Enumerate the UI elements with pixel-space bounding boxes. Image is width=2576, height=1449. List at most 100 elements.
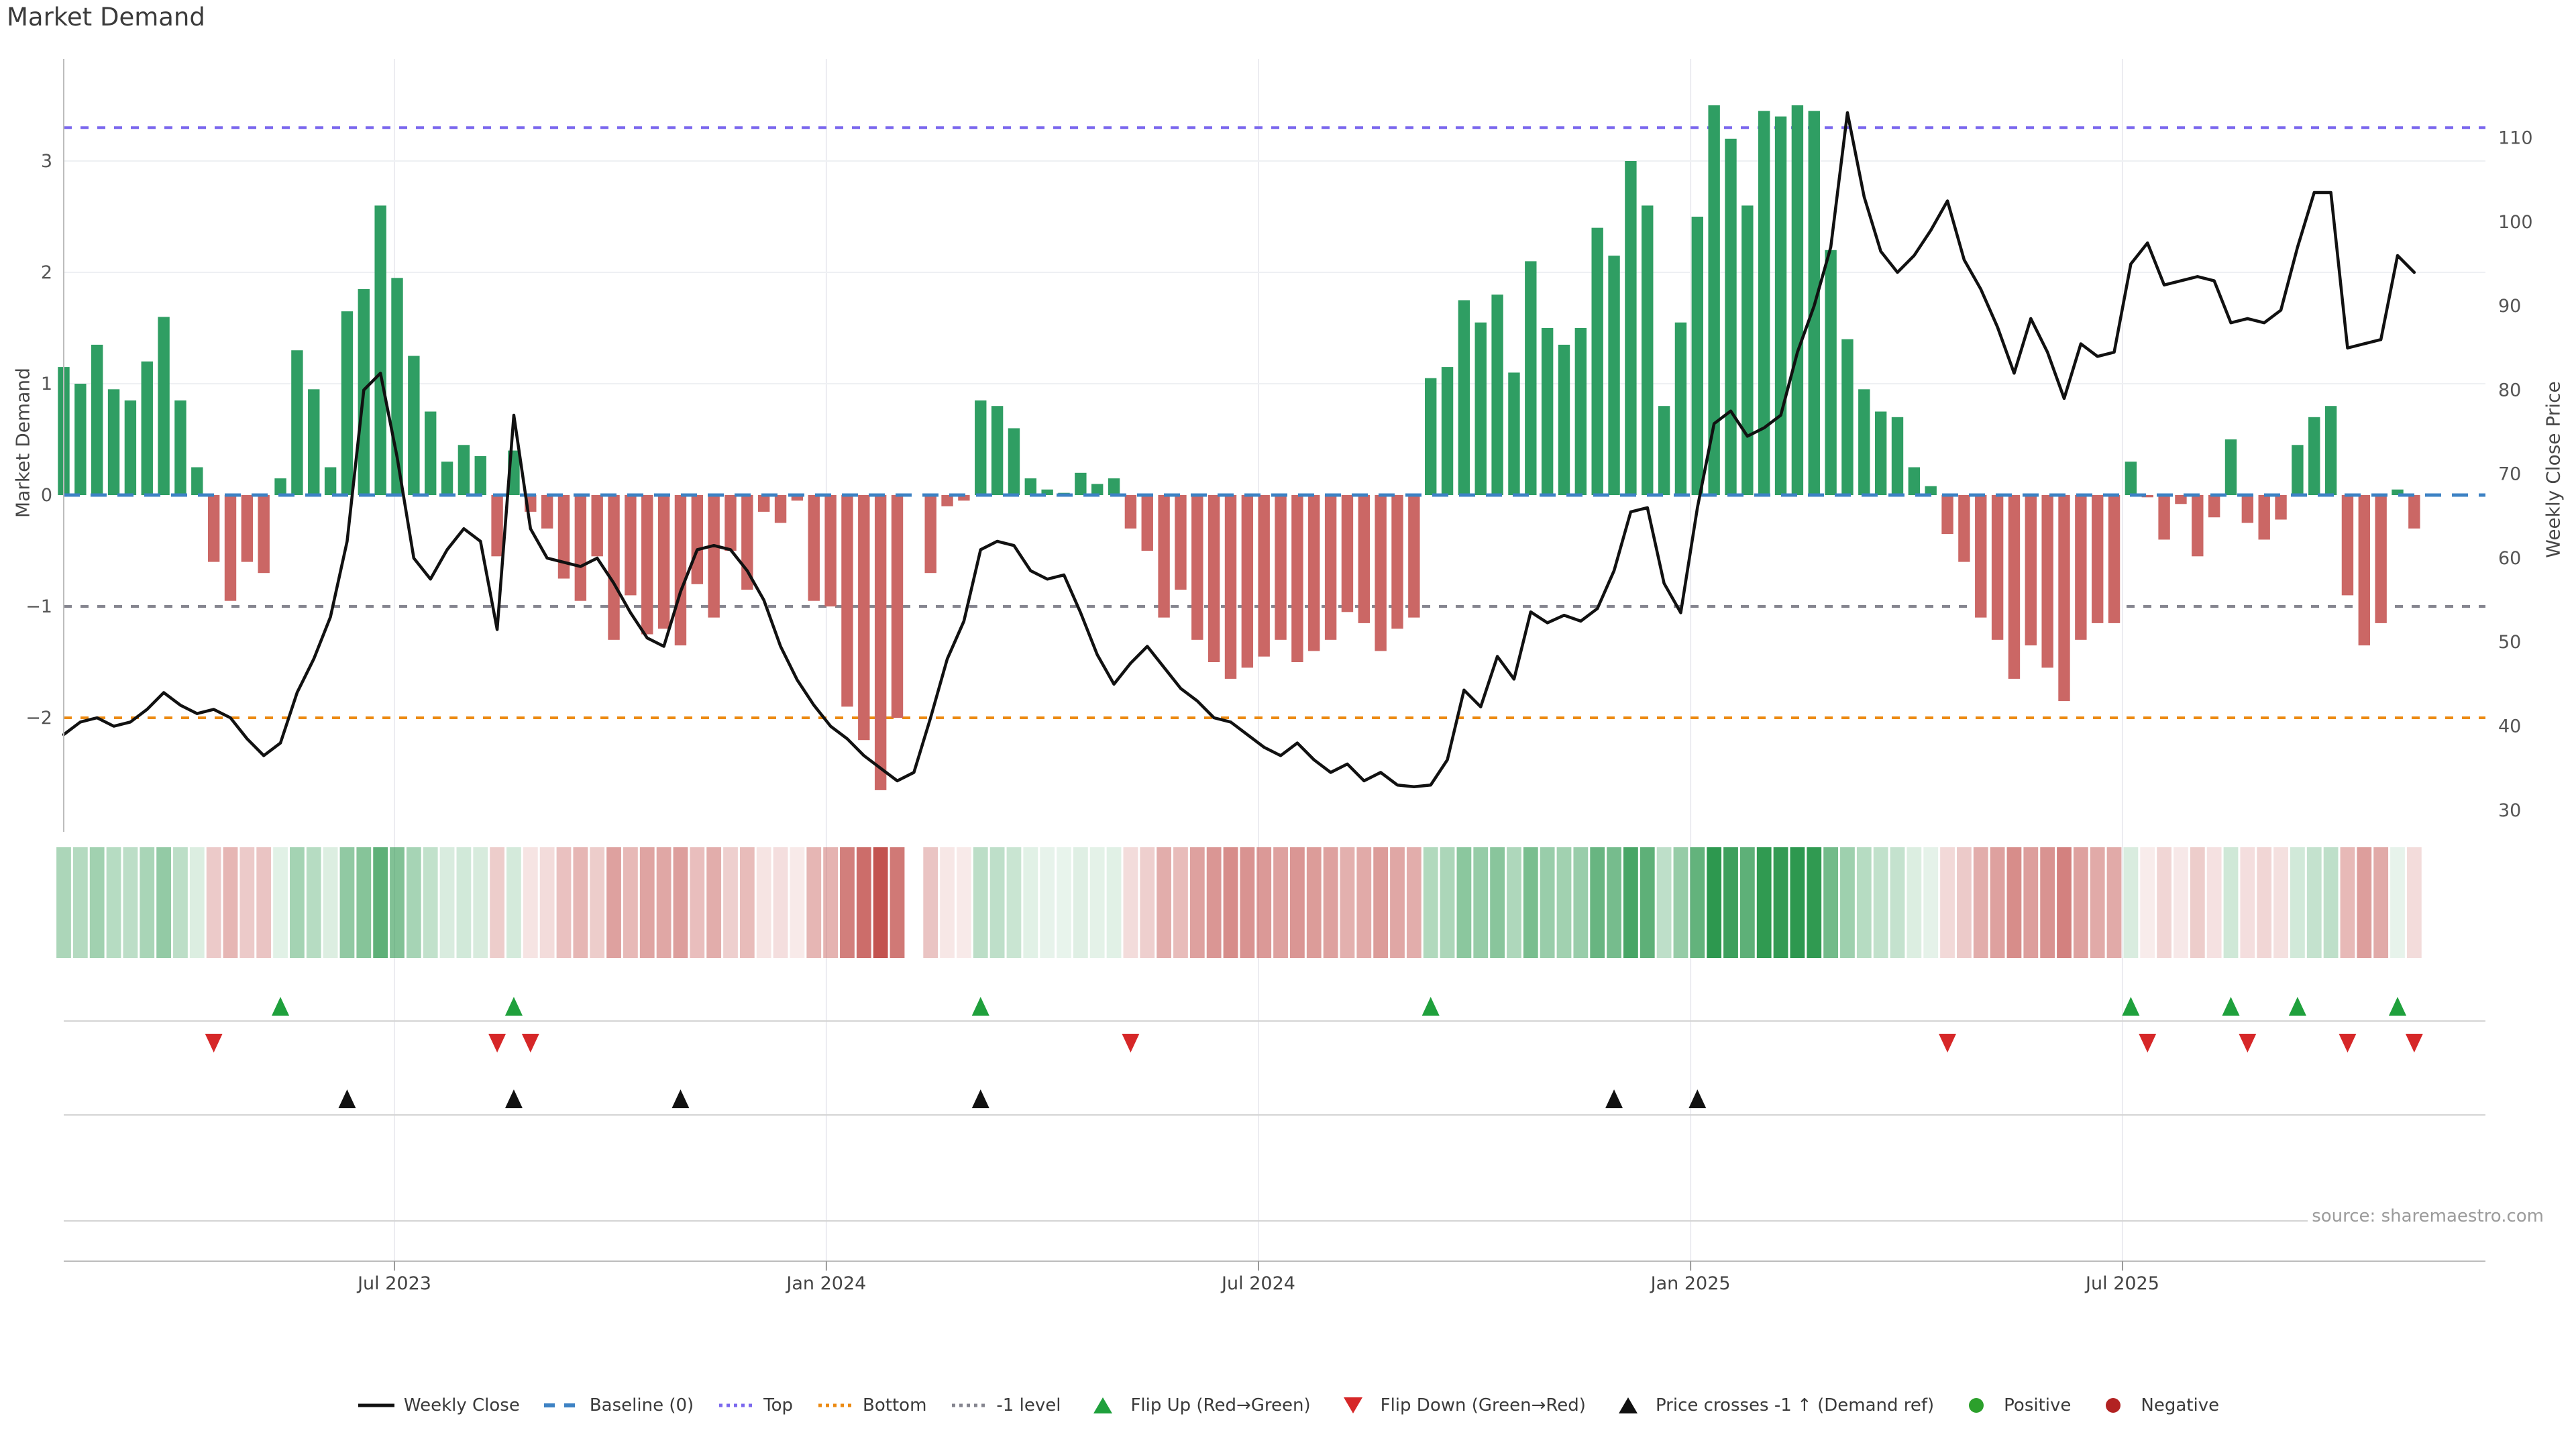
legend-item-label: Flip Up (Red→Green)	[1130, 1395, 1311, 1415]
heatmap-cell	[1907, 847, 1922, 958]
demand-bar-negative	[824, 495, 837, 606]
legend-weekly-close[interactable]: Weekly Close	[357, 1395, 520, 1415]
heatmap-cell	[989, 847, 1005, 958]
heatmap-cell	[72, 847, 88, 958]
demand-bar-negative	[708, 495, 720, 618]
demand-bar-positive	[2125, 462, 2137, 495]
heatmap-cell	[2306, 847, 2322, 958]
dots-swatch-icon	[818, 1403, 853, 1407]
legend-baseline[interactable]: Baseline (0)	[543, 1395, 694, 1415]
heatmap-cell	[1690, 847, 1705, 958]
demand-bar-positive	[474, 455, 486, 495]
heatmap-cell	[2190, 847, 2205, 958]
heatmap-cell	[1623, 847, 1638, 958]
legend-price-cross[interactable]: Price crosses -1 ↑ (Demand ref)	[1609, 1395, 1934, 1415]
chart-canvas: 3 2 1 0 −1 −2 110 100 90 80 70 60 50 40 30 Jul 2023 Jan …	[25, 59, 2533, 1294]
heatmap-cell	[273, 847, 288, 958]
heatmap-cell	[840, 847, 855, 958]
legend-top[interactable]: Top	[716, 1395, 793, 1415]
legend-bottom[interactable]: Bottom	[816, 1395, 926, 1415]
heatmap-cell	[1990, 847, 2005, 958]
demand-bar-positive	[1825, 250, 1837, 495]
heatmap-cell	[1973, 847, 1988, 958]
demand-bar-positive	[291, 350, 303, 495]
heatmap-cell	[1189, 847, 1205, 958]
heatmap-cell	[156, 847, 171, 958]
heatmap-cell	[739, 847, 755, 958]
demand-bar-positive	[191, 467, 203, 495]
demand-bar-negative	[1124, 495, 1137, 529]
demand-bar-positive	[2292, 445, 2304, 495]
heatmap-cell	[1123, 847, 1138, 958]
legend-positive[interactable]: Positive	[1957, 1395, 2071, 1415]
price-cross-marker	[338, 1089, 356, 1108]
source-credit: source: sharemaestro.com	[2308, 1206, 2548, 1226]
heatmap-cell	[1323, 847, 1338, 958]
heatmap-cell	[973, 847, 988, 958]
demand-bar-positive	[1874, 411, 1887, 495]
legend-item-label: Price crosses -1 ↑ (Demand ref)	[1655, 1395, 1935, 1415]
legend-item-label: Top	[763, 1395, 794, 1415]
demand-bar-negative	[2341, 495, 2354, 596]
demand-bar-positive	[1041, 489, 1053, 495]
heatmap-cell	[856, 847, 871, 958]
demand-bar-positive	[1075, 472, 1087, 495]
right-axis-tick-label: 80	[2498, 380, 2521, 400]
heatmap-cell	[1390, 847, 1405, 958]
heatmap-cell	[639, 847, 655, 958]
heatmap-cell	[1957, 847, 1972, 958]
demand-bar-negative	[1224, 495, 1237, 679]
heatmap-cell	[1206, 847, 1222, 958]
heatmap-cell	[1440, 847, 1455, 958]
demand-bar-negative	[491, 495, 503, 557]
demand-bar-negative	[1175, 495, 1187, 590]
heatmap-cell	[1423, 847, 1438, 958]
heatmap-cell	[723, 847, 738, 958]
heatmap-cell	[823, 847, 838, 958]
demand-bar-negative	[758, 495, 770, 512]
heatmap-cell	[573, 847, 588, 958]
left-axis-tick-label: −2	[25, 708, 52, 729]
heatmap-cell	[623, 847, 638, 958]
demand-bar-positive	[1441, 367, 1454, 495]
demand-bar-positive	[341, 311, 354, 495]
heatmap-cell	[1923, 847, 1939, 958]
flip-down-marker	[1122, 1034, 1140, 1053]
heatmap-cell	[1240, 847, 1255, 958]
heatmap-cell	[2357, 847, 2372, 958]
legend-flip-down[interactable]: Flip Down (Green→Red)	[1334, 1395, 1586, 1415]
legend: Weekly Close Baseline (0) Top Bottom -1 leve…	[0, 1395, 2576, 1415]
demand-bar-negative	[1958, 495, 1970, 562]
heatmap-cell	[339, 847, 355, 958]
heatmap-cell	[106, 847, 121, 958]
flip-down-marker	[2339, 1034, 2357, 1053]
legend-negative[interactable]: Negative	[2094, 1395, 2219, 1415]
demand-bar-negative	[2158, 495, 2170, 540]
heatmap-cell	[2006, 847, 2022, 958]
heatmap-cell	[1173, 847, 1188, 958]
demand-bar-negative	[2358, 495, 2370, 646]
heatmap-cell	[1057, 847, 1071, 958]
heatmap-cell	[290, 847, 305, 958]
demand-bar-negative	[2241, 495, 2254, 523]
demand-bar-negative	[2408, 495, 2420, 529]
heatmap-cell	[2090, 847, 2105, 958]
demand-bar-negative	[891, 495, 904, 718]
heatmap-cell	[2174, 847, 2188, 958]
legend-flip-up[interactable]: Flip Up (Red→Green)	[1083, 1395, 1311, 1415]
legend-minus1-level[interactable]: -1 level	[949, 1395, 1061, 1415]
price-cross-marker	[504, 1089, 523, 1108]
right-axis-tick-label: 50	[2498, 632, 2521, 653]
demand-bar-negative	[2275, 495, 2287, 520]
heatmap-cell	[1223, 847, 1238, 958]
demand-bar-negative	[2141, 495, 2153, 498]
heatmap-cell	[2023, 847, 2039, 958]
heatmap-cell	[590, 847, 605, 958]
heatmap-cell	[1673, 847, 1688, 958]
x-axis-tick-label: Jul 2023	[356, 1273, 431, 1294]
heatmap-cell	[1590, 847, 1605, 958]
demand-bar-negative	[1275, 495, 1287, 640]
demand-bar-positive	[1625, 161, 1637, 495]
heatmap-cell	[1707, 847, 1722, 958]
heatmap-cell	[1840, 847, 1855, 958]
